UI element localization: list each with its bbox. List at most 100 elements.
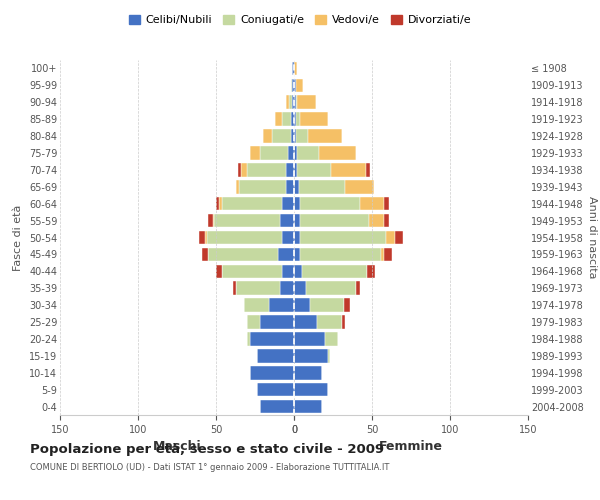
Bar xyxy=(236,282,280,295)
Bar xyxy=(286,163,294,176)
Bar xyxy=(291,130,294,143)
Bar xyxy=(319,146,356,160)
Bar xyxy=(300,112,328,126)
Bar xyxy=(222,197,281,210)
Text: COMUNE DI BERTIOLO (UD) - Dati ISTAT 1° gennaio 2009 - Elaborazione TUTTITALIA.I: COMUNE DI BERTIOLO (UD) - Dati ISTAT 1° … xyxy=(30,462,389,471)
Bar xyxy=(292,62,294,75)
X-axis label: Femmine: Femmine xyxy=(379,440,443,454)
Bar xyxy=(280,214,294,228)
Bar xyxy=(208,214,213,228)
Bar xyxy=(294,214,300,228)
Bar xyxy=(294,366,322,380)
Bar xyxy=(294,146,297,160)
Bar xyxy=(385,197,389,210)
Bar xyxy=(281,264,294,278)
Bar xyxy=(219,197,222,210)
Bar xyxy=(250,332,294,345)
Bar xyxy=(288,146,294,160)
Bar xyxy=(260,316,294,329)
Bar xyxy=(202,248,208,261)
Bar xyxy=(300,248,382,261)
Bar xyxy=(296,78,304,92)
Bar xyxy=(294,62,297,75)
Bar xyxy=(294,383,328,396)
Bar xyxy=(247,316,260,329)
Bar xyxy=(369,214,385,228)
Bar xyxy=(300,230,386,244)
Bar xyxy=(385,248,392,261)
Bar xyxy=(289,96,292,109)
Bar xyxy=(208,248,278,261)
Bar xyxy=(294,282,307,295)
Bar xyxy=(328,349,330,362)
Bar xyxy=(331,163,366,176)
Legend: Celibi/Nubili, Coniugati/e, Vedovi/e, Divorziati/e: Celibi/Nubili, Coniugati/e, Vedovi/e, Di… xyxy=(124,10,476,30)
Bar xyxy=(292,96,294,109)
Bar xyxy=(346,180,374,194)
Bar xyxy=(214,214,280,228)
Bar xyxy=(247,332,250,345)
Bar xyxy=(272,130,291,143)
Bar xyxy=(239,180,286,194)
Bar xyxy=(317,316,343,329)
Bar xyxy=(300,214,369,228)
Bar xyxy=(244,298,269,312)
Bar xyxy=(294,316,317,329)
Bar xyxy=(294,197,300,210)
Bar xyxy=(294,78,296,92)
Bar xyxy=(294,400,322,413)
Bar xyxy=(206,230,281,244)
Bar xyxy=(281,230,294,244)
Bar xyxy=(294,248,300,261)
Text: Popolazione per età, sesso e stato civile - 2009: Popolazione per età, sesso e stato civil… xyxy=(30,442,384,456)
Bar xyxy=(292,78,294,92)
Bar xyxy=(307,282,356,295)
Bar xyxy=(286,180,294,194)
Bar xyxy=(216,264,222,278)
Bar xyxy=(294,230,300,244)
Bar xyxy=(294,332,325,345)
Bar xyxy=(291,112,294,126)
Bar xyxy=(199,230,205,244)
Bar xyxy=(275,112,281,126)
Bar xyxy=(213,214,214,228)
Bar xyxy=(269,298,294,312)
Bar xyxy=(260,400,294,413)
Bar xyxy=(241,163,247,176)
Y-axis label: Anni di nascita: Anni di nascita xyxy=(587,196,598,279)
Bar xyxy=(257,349,294,362)
Bar xyxy=(291,78,292,92)
Bar xyxy=(294,264,302,278)
Bar xyxy=(294,112,296,126)
Bar xyxy=(238,163,241,176)
Bar xyxy=(385,214,389,228)
Bar xyxy=(205,230,206,244)
Bar xyxy=(281,112,291,126)
Bar xyxy=(343,316,346,329)
Bar xyxy=(286,96,289,109)
Bar xyxy=(367,264,375,278)
Bar xyxy=(294,298,310,312)
Bar xyxy=(257,383,294,396)
Bar xyxy=(297,146,319,160)
Bar xyxy=(296,130,308,143)
Bar xyxy=(294,163,297,176)
Bar xyxy=(325,332,338,345)
Bar xyxy=(280,282,294,295)
Bar xyxy=(250,366,294,380)
X-axis label: Maschi: Maschi xyxy=(152,440,202,454)
Bar xyxy=(297,96,316,109)
Bar xyxy=(278,248,294,261)
Bar xyxy=(260,146,288,160)
Bar xyxy=(382,248,385,261)
Bar xyxy=(281,197,294,210)
Bar xyxy=(296,96,297,109)
Bar xyxy=(233,282,236,295)
Bar xyxy=(386,230,395,244)
Bar xyxy=(366,163,370,176)
Bar xyxy=(395,230,403,244)
Bar xyxy=(302,264,367,278)
Bar xyxy=(216,197,219,210)
Bar xyxy=(294,130,296,143)
Bar xyxy=(294,180,299,194)
